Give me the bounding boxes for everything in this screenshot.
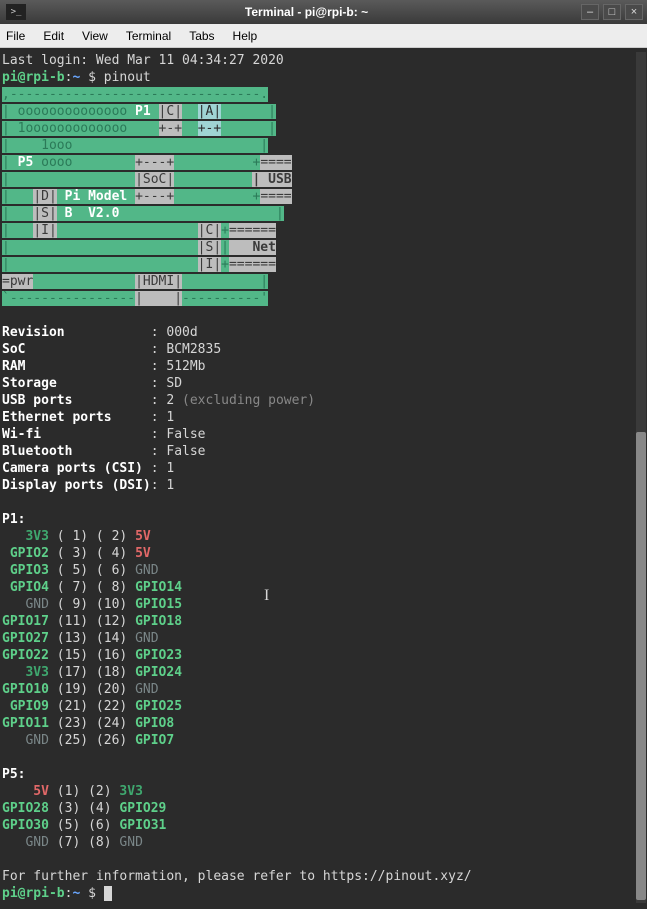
menu-help[interactable]: Help bbox=[233, 29, 258, 43]
minimize-button[interactable]: – bbox=[581, 4, 599, 20]
scroll-thumb[interactable] bbox=[636, 432, 646, 900]
menubar: File Edit View Terminal Tabs Help bbox=[0, 24, 647, 48]
window-title: Terminal - pi@rpi-b: ~ bbox=[32, 5, 581, 19]
menu-file[interactable]: File bbox=[6, 29, 25, 43]
menu-tabs[interactable]: Tabs bbox=[189, 29, 214, 43]
close-button[interactable]: × bbox=[625, 4, 643, 20]
menu-edit[interactable]: Edit bbox=[43, 29, 64, 43]
window-titlebar: >_ Terminal - pi@rpi-b: ~ – □ × bbox=[0, 0, 647, 24]
terminal-viewport[interactable]: Last login: Wed Mar 11 04:34:27 2020pi@r… bbox=[0, 48, 647, 909]
scrollbar[interactable] bbox=[636, 52, 646, 903]
menu-view[interactable]: View bbox=[82, 29, 108, 43]
text-cursor: I bbox=[264, 587, 269, 604]
menu-terminal[interactable]: Terminal bbox=[126, 29, 171, 43]
input-cursor bbox=[104, 886, 112, 901]
terminal-content: Last login: Wed Mar 11 04:34:27 2020pi@r… bbox=[2, 52, 645, 902]
terminal-icon: >_ bbox=[6, 4, 26, 20]
maximize-button[interactable]: □ bbox=[603, 4, 621, 20]
